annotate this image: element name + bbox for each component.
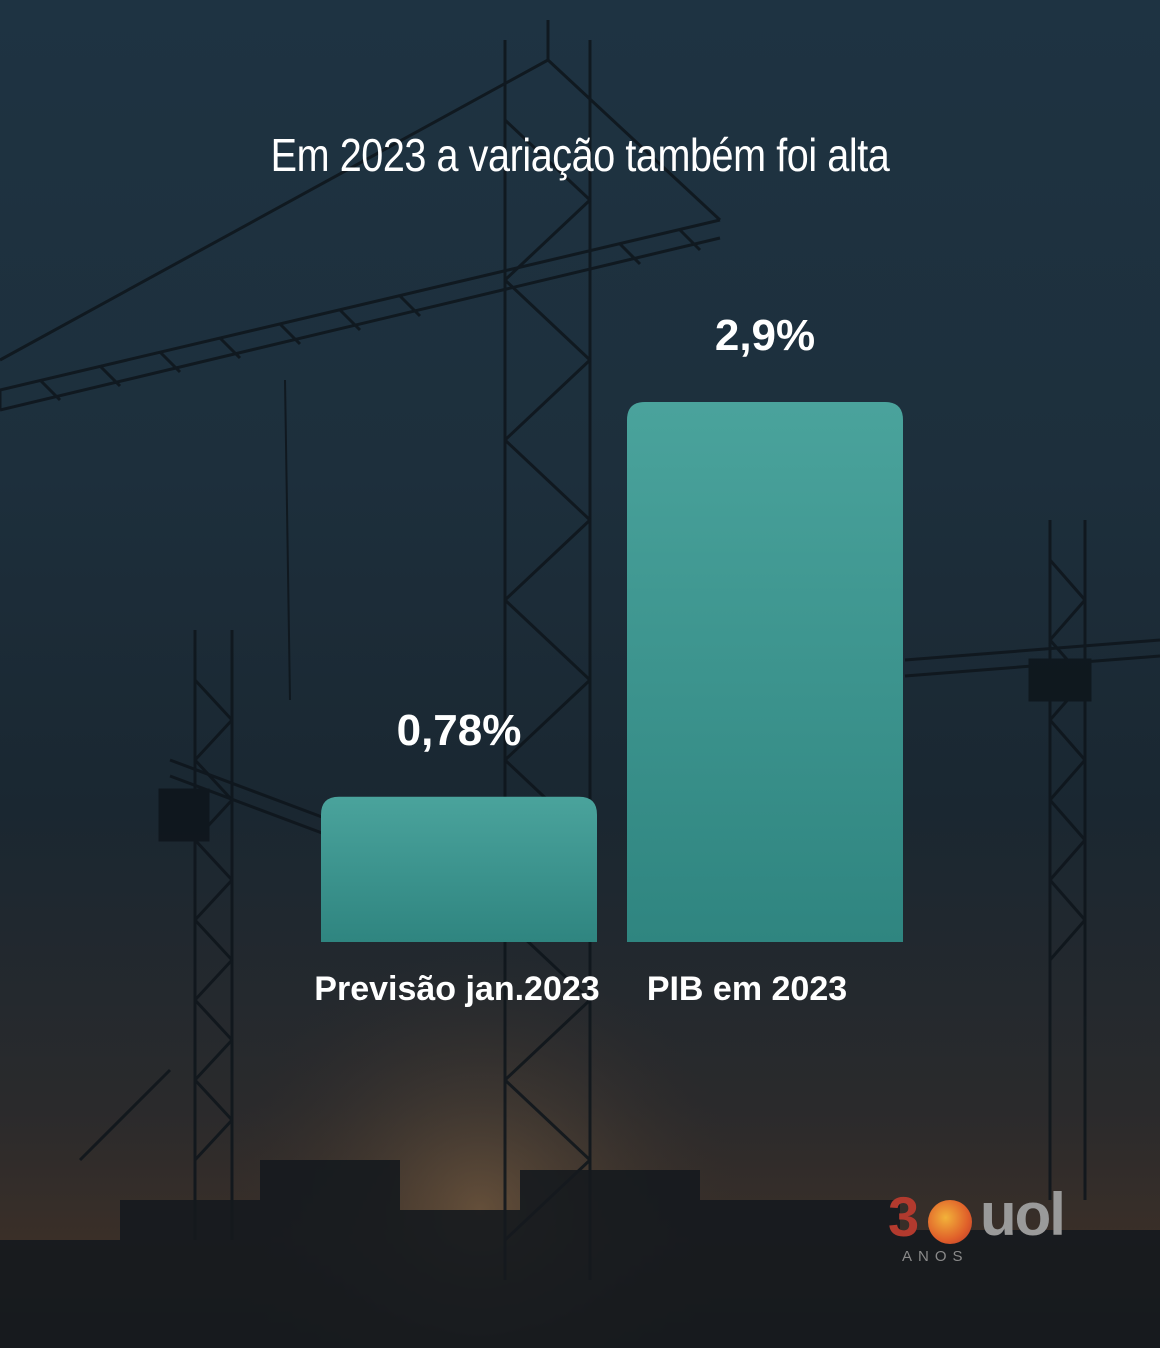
category-label-1: Previsão jan.2023 <box>314 970 599 1008</box>
category-label-2: PIB em 2023 <box>647 970 847 1008</box>
value-label-1: 0,78% <box>397 706 522 755</box>
logo-number: 3 <box>888 1185 919 1248</box>
value-label-2: 2,9% <box>715 311 815 360</box>
logo-subtitle: ANOS <box>902 1248 969 1265</box>
logo-brand: uol <box>980 1181 1066 1248</box>
bar-1 <box>321 796 597 942</box>
bar-2 <box>627 402 903 942</box>
logo-zero-icon <box>928 1200 972 1244</box>
chart-title: Em 2023 a variação também foi alta <box>270 129 890 181</box>
uol-30-anos-logo: 3 uol ANOS <box>888 1181 1108 1274</box>
